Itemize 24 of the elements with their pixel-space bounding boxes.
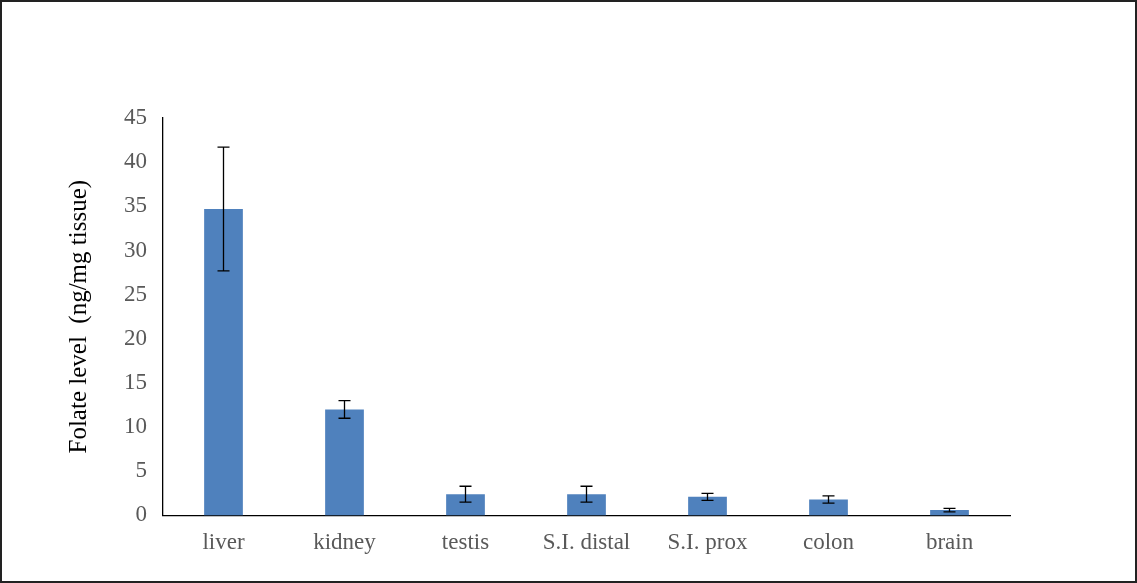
x-tick-label: S.I. distal	[542, 529, 631, 555]
y-tick-label: 35	[124, 192, 147, 218]
bar	[688, 496, 727, 516]
bar	[809, 499, 848, 516]
y-tick-label: 45	[124, 104, 147, 130]
x-tick-label: S.I. prox	[667, 529, 748, 555]
x-tick-label: testis	[441, 529, 490, 555]
bar	[567, 494, 606, 516]
y-tick-label: 10	[124, 413, 147, 439]
y-tick-label: 0	[135, 501, 147, 527]
y-tick-label: 5	[135, 457, 147, 483]
y-tick-label: 15	[124, 368, 147, 394]
bar	[446, 494, 485, 516]
x-tick-label: liver	[202, 529, 245, 555]
y-tick-label: 20	[124, 324, 147, 350]
x-tick-label: brain	[925, 529, 974, 555]
y-tick-label: 40	[124, 148, 147, 174]
y-tick-label: 30	[124, 236, 147, 262]
x-tick-label: colon	[802, 529, 855, 555]
y-axis-title: Folate level (ng/mg tissue)	[63, 179, 92, 454]
x-tick-label: kidney	[313, 529, 377, 555]
y-tick-label: 25	[124, 280, 147, 306]
bar	[325, 409, 364, 516]
bar	[204, 208, 243, 516]
